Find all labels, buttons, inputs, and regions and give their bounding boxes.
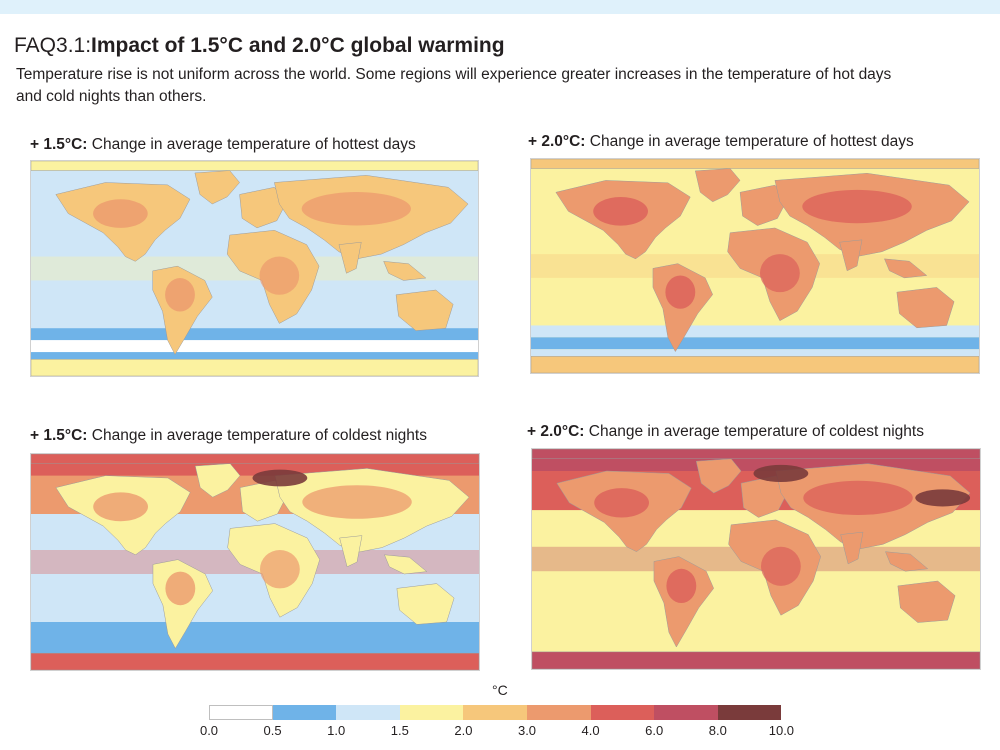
world-map [532,449,980,669]
panel-label: Change in average temperature of hottest… [91,136,416,153]
warm-patch [259,550,300,589]
warm-patch [759,254,800,293]
legend-tick-label: 0.0 [199,723,219,738]
landmass-antarctica [532,651,980,669]
legend-swatch [209,705,273,720]
southern-ocean-band [31,328,478,341]
panel-prefix: + 2.0°C: [528,133,586,150]
landmass-arctic [31,454,479,464]
warm-patch [302,485,412,519]
warm-patch [760,546,801,586]
southern-ocean-band [31,340,478,353]
legend-tick-label: 0.5 [263,723,282,738]
landmass-india [339,535,363,568]
southern-ocean-band [31,646,479,656]
southern-ocean-band [31,352,478,362]
panel-label: Change in average temperature of coldest… [588,423,924,440]
panel-prefix: + 1.5°C: [30,427,88,444]
top-banner [0,0,1000,14]
map-coldest-nights-2-0 [531,448,981,670]
world-map [531,159,979,373]
southern-ocean-band [531,337,979,350]
landmass-india [338,241,362,274]
legend-swatch [654,705,718,720]
southern-ocean-band [531,349,979,359]
legend-swatch [336,705,400,720]
hot-spot [915,489,971,507]
legend-tick-label: 6.0 [645,723,664,738]
legend-unit: °C [492,682,508,698]
panel-title-hot-20: + 2.0°C: Change in average temperature o… [528,133,914,151]
warm-patch [93,492,148,522]
panel-title-cold-20: + 2.0°C: Change in average temperature o… [527,423,924,441]
southern-ocean-band [532,620,980,633]
landmass-arctic [531,159,979,169]
panel-prefix: + 2.0°C: [527,423,585,440]
legend-tick-label: 4.0 [581,723,600,738]
legend-tick-label: 2.0 [454,723,473,738]
map-coldest-nights-1-5 [30,453,480,671]
legend-tick-label: 1.5 [390,723,409,738]
landmass-europe [739,184,788,226]
landmass-australia [897,580,956,623]
warm-patch [259,256,300,295]
landmass-australia [896,287,955,329]
landmass-india [839,239,863,272]
landmass-antarctica [31,359,478,376]
legend-swatch [590,705,655,720]
legend-swatch [399,705,464,720]
southern-ocean-band [532,644,980,655]
warm-patch [93,199,148,228]
hot-spot [252,469,308,487]
warm-patch [301,192,411,226]
landmass-antarctica [531,356,979,373]
page-title: FAQ3.1:Impact of 1.5°C and 2.0°C global … [14,34,505,58]
legend-tick-label: 8.0 [708,723,727,738]
legend-tick-label: 1.0 [327,723,346,738]
warm-patch [802,189,912,224]
warm-patch [666,568,697,603]
legend-swatch [526,705,591,720]
southern-ocean-band [31,622,479,634]
warm-patch [594,488,649,518]
southern-ocean-band [31,634,479,646]
southern-ocean-band [532,632,980,645]
landmass-seasia [884,258,928,279]
panel-title-hot-15: + 1.5°C: Change in average temperature o… [30,136,416,154]
panel-label: Change in average temperature of hottest… [589,133,914,150]
title-prefix: FAQ3.1: [14,34,92,57]
landmass-india [840,531,864,565]
map-hottest-days-2-0 [530,158,980,374]
warm-patch [593,197,648,226]
warm-patch [165,278,195,312]
landmass-antarctica [31,652,479,670]
warm-patch [665,275,696,309]
landmass-australia [396,583,455,625]
southern-ocean-band [531,325,979,338]
landmass-australia [395,289,454,331]
legend-swatch [717,705,782,720]
legend-swatch [272,705,337,720]
legend-tick-label: 3.0 [517,723,537,738]
world-map [31,161,478,376]
landmass-seasia [383,261,427,281]
page-subtitle: Temperature rise is not uniform across t… [16,66,892,105]
legend-tick-label: 10.0 [768,723,795,738]
panel-title-cold-15: + 1.5°C: Change in average temperature o… [30,427,427,445]
legend-swatch [463,705,527,720]
title-main: Impact of 1.5°C and 2.0°C global warming [91,34,505,57]
landmass-seasia [885,551,929,572]
landmass-europe [239,187,288,229]
map-hottest-days-1-5 [30,160,479,377]
landmass-arctic [532,449,980,460]
landmass-seasia [384,554,428,575]
panel-label: Change in average temperature of coldest… [91,427,427,444]
landmass-arctic [31,161,478,171]
panel-prefix: + 1.5°C: [30,136,88,153]
warm-patch [803,480,913,515]
warm-patch [165,571,196,606]
color-legend [209,705,782,720]
hot-spot [753,464,809,482]
world-map [31,454,479,670]
